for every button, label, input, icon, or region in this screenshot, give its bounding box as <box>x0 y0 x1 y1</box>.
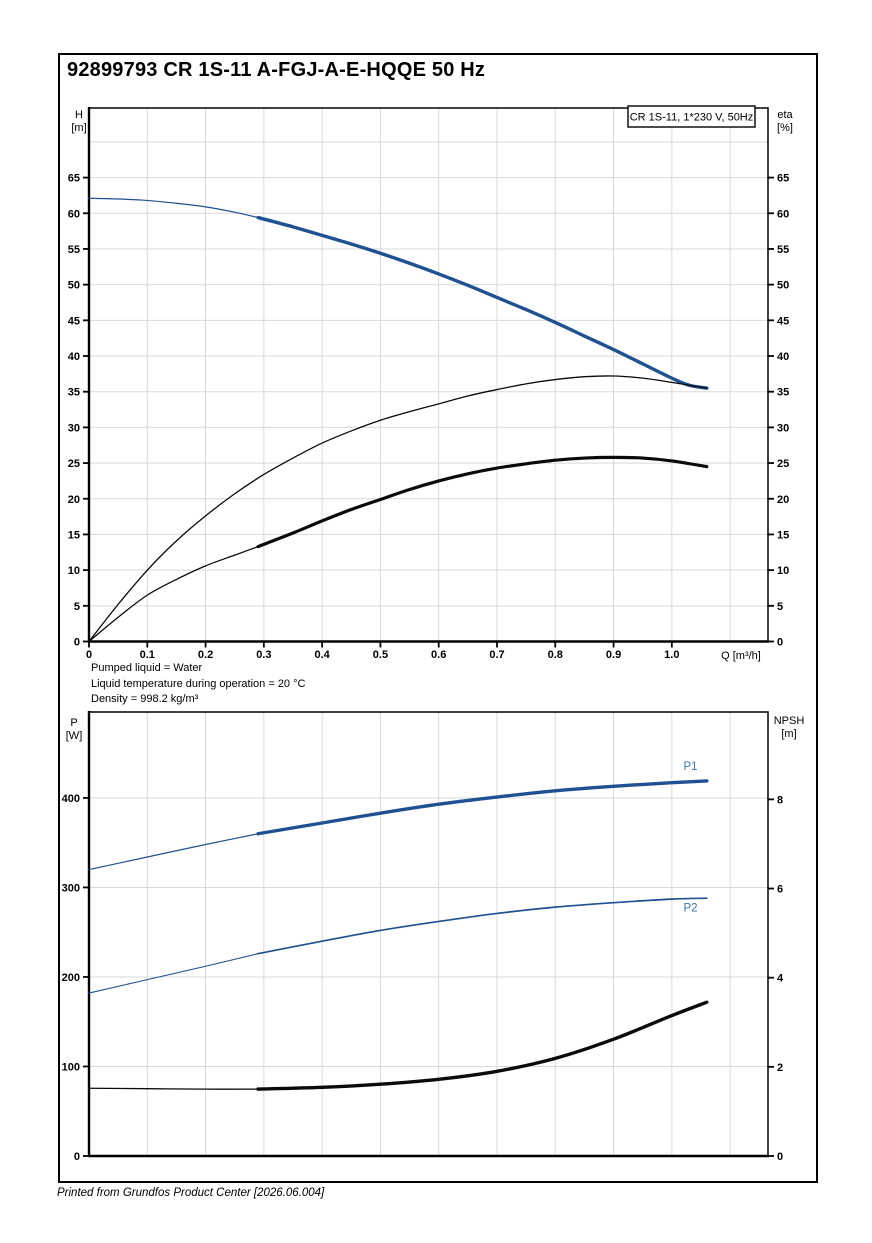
info-line-liquid-temperature: Liquid temperature during operation = 20… <box>91 677 306 690</box>
y-tick-label-right: 50 <box>777 280 789 292</box>
efficiency-total-curve <box>256 455 709 549</box>
y-tick-label-left: 30 <box>68 422 80 434</box>
series-label-p1: P1 <box>683 761 697 773</box>
x-tick-label: 0.7 <box>489 649 504 661</box>
y-tick-label-right: 60 <box>777 208 789 220</box>
y-tick-label-right: 65 <box>777 173 789 185</box>
document-border <box>58 53 818 1183</box>
p2-curve <box>88 953 259 994</box>
y-tick-label-left: 55 <box>68 244 80 256</box>
y-tick-label-left: 65 <box>68 173 80 185</box>
y-tick-label-right: 4 <box>777 973 784 985</box>
x-axis-unit: Q [m³/h] <box>721 650 761 662</box>
efficiency-pump-curve <box>88 375 708 643</box>
y-axis-unit-right: [m] <box>781 728 796 740</box>
legend-text: CR 1S-11, 1*230 V, 50Hz <box>630 112 754 124</box>
y-axis-unit-right: eta <box>777 109 793 121</box>
y-tick-label-right: 10 <box>777 565 789 577</box>
y-tick-label-right: 15 <box>777 529 789 541</box>
y-tick-label-left: 35 <box>68 387 80 399</box>
head-curve <box>88 197 259 219</box>
x-tick-label: 0.4 <box>314 649 330 661</box>
y-axis-unit-left: [m] <box>71 122 86 134</box>
y-tick-label-right: 35 <box>777 387 789 399</box>
y-tick-label-left: 60 <box>68 208 80 220</box>
y-axis-unit-right: NPSH <box>774 715 805 727</box>
npsh-curve <box>256 1000 709 1091</box>
y-tick-label-right: 25 <box>777 458 789 470</box>
x-tick-label: 0.2 <box>198 649 213 661</box>
y-tick-label-left: 0 <box>74 637 80 649</box>
series-label-p2: P2 <box>683 903 697 915</box>
y-tick-label-right: 8 <box>777 794 783 806</box>
y-axis-unit-left: P <box>70 717 77 729</box>
y-tick-label-left: 50 <box>68 280 80 292</box>
y-tick-label-left: 0 <box>74 1151 80 1163</box>
y-tick-label-right: 6 <box>777 884 783 896</box>
printed-from-note: Printed from Grundfos Product Center [20… <box>57 1187 325 1199</box>
x-tick-label: 0.8 <box>548 649 563 661</box>
info-line-pumped-liquid: Pumped liquid = Water <box>91 662 203 674</box>
x-tick-label: 0.5 <box>373 649 388 661</box>
y-tick-label-right: 0 <box>777 637 783 649</box>
y-tick-label-left: 300 <box>62 882 80 894</box>
npsh-curve <box>88 1087 259 1090</box>
y-tick-label-left: 40 <box>68 351 80 363</box>
y-tick-label-left: 20 <box>68 494 80 506</box>
y-tick-label-left: 45 <box>68 315 80 327</box>
x-tick-label: 0.3 <box>256 649 271 661</box>
y-tick-label-right: 30 <box>777 422 789 434</box>
y-tick-label-left: 25 <box>68 458 80 470</box>
y-tick-label-right: 5 <box>777 601 783 613</box>
y-tick-label-left: 15 <box>68 529 80 541</box>
efficiency-total-curve <box>88 545 259 643</box>
x-tick-label: 0.1 <box>140 649 155 661</box>
head-efficiency-chart: 0 5 10 15 20 25 30 35 40 45 50 55 60 65 0 5 10 15 20 25 30 35… <box>68 105 794 662</box>
y-axis-unit-left: [W] <box>66 730 83 742</box>
power-npsh-chart: 0 100 200 300 400 0 2 4 6 8 P[W] NPSH[m] P1 P2 <box>62 711 805 1163</box>
info-line-density: Density = 998.2 kg/m³ <box>91 693 199 705</box>
y-tick-label-left: 100 <box>62 1061 80 1073</box>
x-tick-label: 0 <box>86 649 92 661</box>
y-tick-label-left: 200 <box>62 972 80 984</box>
x-tick-label: 0.9 <box>606 649 621 661</box>
head-curve <box>256 215 709 390</box>
y-tick-label-right: 55 <box>777 244 789 256</box>
x-tick-label: 1.0 <box>664 649 679 661</box>
y-tick-label-right: 0 <box>777 1151 783 1163</box>
legend-box <box>627 105 756 128</box>
y-tick-label-right: 40 <box>777 351 789 363</box>
page-title: 92899793 CR 1S-11 A-FGJ-A-E-HQQE 50 Hz <box>67 59 486 81</box>
y-tick-label-left: 400 <box>62 793 80 805</box>
y-axis-unit-right: [%] <box>777 122 793 134</box>
p2-curve <box>257 897 708 955</box>
y-tick-label-right: 20 <box>777 494 789 506</box>
y-axis-unit-left: H <box>75 109 83 121</box>
y-tick-label-left: 10 <box>68 565 80 577</box>
y-tick-label-left: 5 <box>74 601 80 613</box>
liquid-info-block: Pumped liquid = Water Liquid temperature… <box>91 661 305 708</box>
y-tick-label-right: 45 <box>777 315 789 327</box>
x-tick-label: 0.6 <box>431 649 446 661</box>
y-tick-label-right: 2 <box>777 1062 783 1074</box>
p1-curve <box>256 779 709 836</box>
p1-curve <box>88 833 259 871</box>
